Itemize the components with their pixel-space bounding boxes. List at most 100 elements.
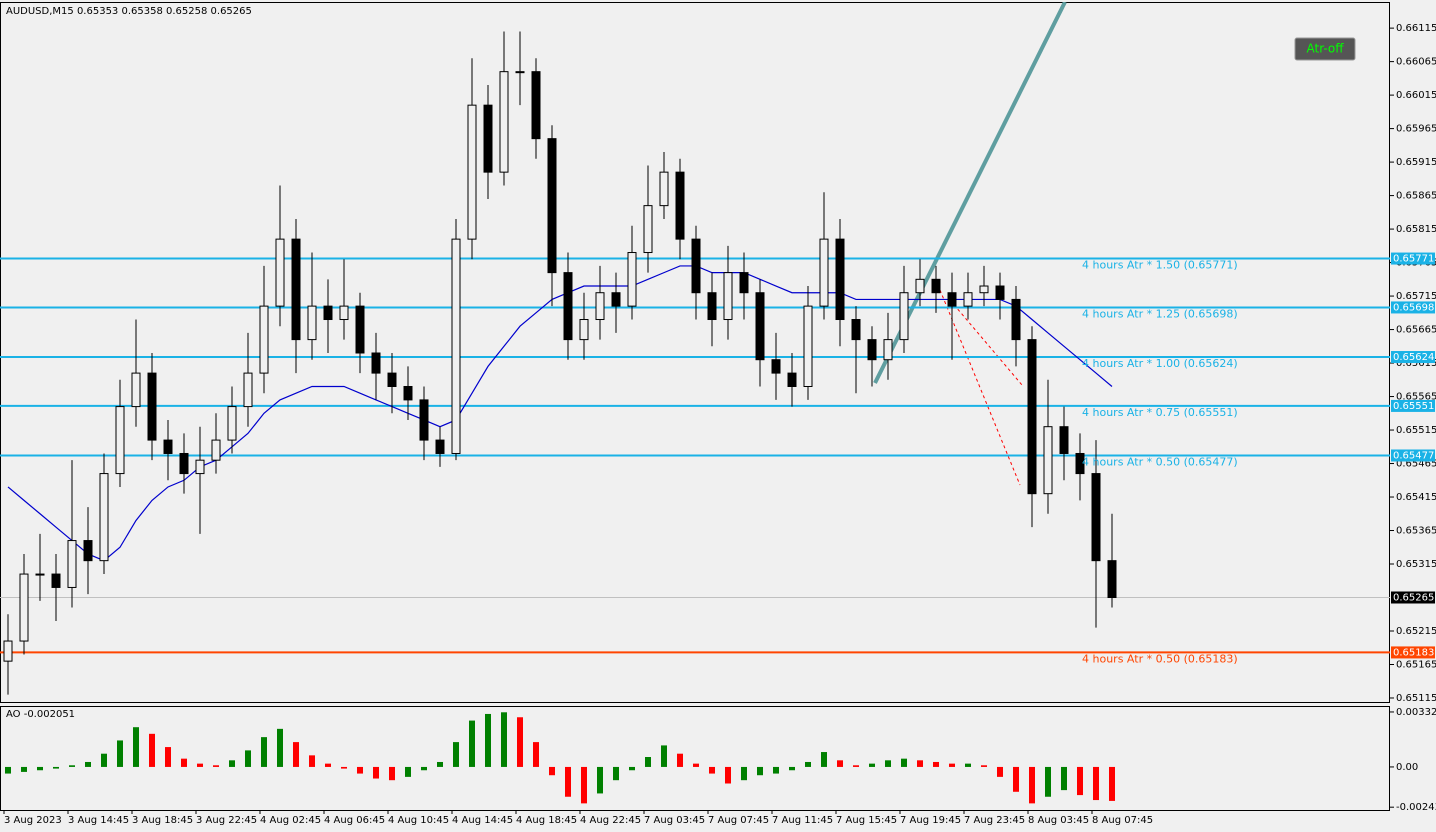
ao-bar <box>645 757 651 767</box>
ao-bar <box>533 742 539 767</box>
ao-bar <box>917 760 923 767</box>
ao-bar <box>1061 766 1067 791</box>
candle-body <box>563 272 573 341</box>
candle-body <box>1059 426 1069 454</box>
candle-body <box>995 285 1005 300</box>
ao-bar <box>389 766 395 781</box>
x-tick-label: 3 Aug 22:45 <box>196 815 257 826</box>
y-tick-label: 0.65315 <box>1396 559 1436 570</box>
ao-bar <box>117 740 123 767</box>
ao-bar <box>965 763 971 767</box>
level-price-box <box>1391 301 1435 314</box>
ao-bar <box>597 766 603 794</box>
ao-bar <box>869 763 875 767</box>
level-price-box <box>1391 449 1435 462</box>
candle-body <box>595 292 605 321</box>
ao-bar <box>789 766 795 771</box>
ao-bar <box>837 760 843 767</box>
y-tick-label: 0.66015 <box>1396 90 1436 101</box>
level-price-label: 0.65624 <box>1393 352 1434 363</box>
ao-bar <box>741 766 747 781</box>
ao-bar <box>725 766 731 784</box>
main-panel <box>0 2 1390 703</box>
candle-body <box>307 305 317 341</box>
ao-bar <box>805 761 811 767</box>
ao-bar <box>485 713 491 767</box>
candle-body <box>275 238 285 307</box>
ao-y-tick-label: 0.00 <box>1396 762 1418 773</box>
candle-body <box>3 640 13 662</box>
last-price-box <box>1391 591 1435 604</box>
x-tick-label: 7 Aug 23:45 <box>964 815 1025 826</box>
ao-bar <box>501 712 507 767</box>
candle-body <box>531 71 541 140</box>
candle-body <box>707 292 717 321</box>
ao-bar <box>581 766 587 804</box>
candle-body <box>547 138 557 274</box>
level-label: 4 hours Atr * 1.00 (0.65624) <box>1082 357 1238 370</box>
candle-body <box>1075 452 1085 475</box>
ao-bar <box>149 733 155 767</box>
ao-bar <box>101 753 107 767</box>
level-label: 4 hours Atr * 0.75 (0.65551) <box>1082 406 1238 419</box>
ao-bar <box>229 760 235 767</box>
candle-body <box>1091 473 1101 562</box>
candle-body <box>1107 560 1117 599</box>
level-label: 4 hours Atr * 0.50 (0.65183) <box>1082 652 1238 665</box>
ao-bar <box>69 765 75 767</box>
ao-bar <box>549 766 555 776</box>
ao-bar <box>853 765 859 767</box>
candle-body <box>643 205 653 254</box>
y-tick-label: 0.66065 <box>1396 57 1436 68</box>
x-tick-label: 4 Aug 22:45 <box>580 815 641 826</box>
candle-body <box>291 238 301 341</box>
candle-body <box>1043 426 1053 495</box>
ao-bar <box>85 761 91 767</box>
candle-body <box>467 104 477 240</box>
candle-body <box>931 278 941 294</box>
ao-bar <box>213 765 219 767</box>
y-tick-label: 0.65715 <box>1396 291 1436 302</box>
ao-bar <box>661 745 667 767</box>
ao-bar <box>757 766 763 776</box>
ao-bar <box>277 728 283 767</box>
candle-body <box>915 278 925 294</box>
x-tick-label: 4 Aug 18:45 <box>516 815 577 826</box>
x-tick-label: 7 Aug 03:45 <box>644 815 705 826</box>
atr-button-label[interactable]: Atr-off <box>1306 42 1344 56</box>
candle-body <box>243 372 253 408</box>
projection-line <box>949 299 1023 386</box>
level-price-box <box>1391 399 1435 412</box>
candle-body <box>179 452 189 475</box>
ao-bar <box>613 766 619 781</box>
ao-bar <box>245 750 251 767</box>
y-tick-label: 0.65465 <box>1396 459 1436 470</box>
ao-panel <box>0 706 1390 811</box>
atr-button[interactable] <box>1294 37 1356 61</box>
ao-bar <box>693 763 699 767</box>
candle-body <box>227 406 237 441</box>
level-price-label: 0.65477 <box>1393 450 1434 461</box>
ao-bar <box>933 761 939 767</box>
candle-body <box>419 399 429 441</box>
ao-bar <box>341 766 347 769</box>
ao-bar <box>5 766 11 774</box>
ao-bar <box>1013 766 1019 792</box>
ao-title: AO -0.002051 <box>6 709 75 720</box>
y-tick-label: 0.65115 <box>1396 693 1436 704</box>
candle-body <box>803 305 813 387</box>
y-tick-label: 0.65815 <box>1396 224 1436 235</box>
candle-body <box>35 573 45 576</box>
candle-body <box>323 305 333 321</box>
level-price-box <box>1391 646 1435 659</box>
x-tick-label: 8 Aug 03:45 <box>1028 815 1089 826</box>
x-tick-label: 7 Aug 07:45 <box>708 815 769 826</box>
ao-bar <box>357 766 363 774</box>
ao-bar <box>437 761 443 767</box>
ao-bar <box>181 758 187 767</box>
ao-bar <box>949 763 955 767</box>
candle-body <box>867 339 877 361</box>
candle-body <box>131 372 141 408</box>
